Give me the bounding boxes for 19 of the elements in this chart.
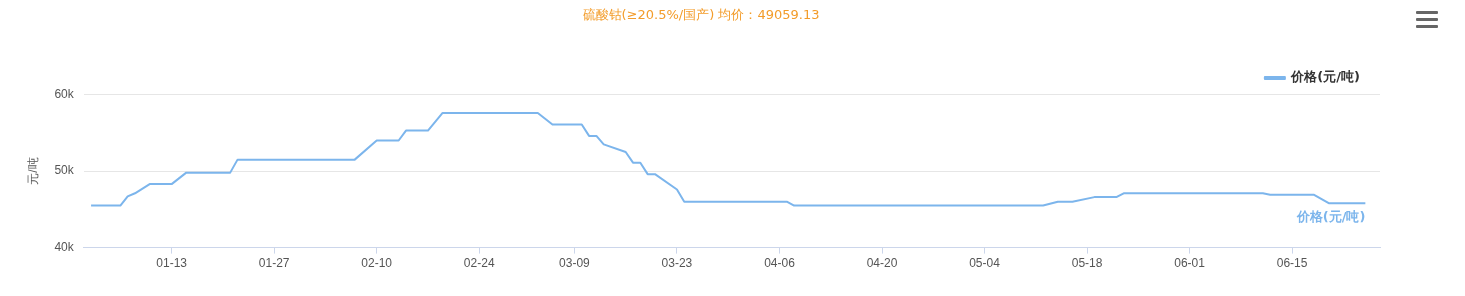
x-tick-label: 05-04 <box>969 256 1001 271</box>
x-tick-label: 06-01 <box>1174 256 1206 271</box>
legend-label: 价格(元/吨) <box>1290 69 1361 85</box>
x-tick-label: 06-15 <box>1276 256 1308 271</box>
x-tick-label: 05-18 <box>1071 256 1103 271</box>
y-axis-title: 元/吨 <box>25 157 40 185</box>
chart-title: 硫酸钴(≥20.5%/国产) 均价：49059.13 <box>582 7 820 23</box>
y-tick-label: 50k <box>54 163 75 178</box>
text: 价格(元/吨) <box>1296 209 1366 225</box>
x-tick-label: 03-23 <box>661 256 693 271</box>
x-tick-label: 03-09 <box>559 256 591 271</box>
y-tick-label: 60k <box>54 86 75 101</box>
x-tick-label: 01-27 <box>258 256 290 271</box>
y-tick-label: 40k <box>54 239 75 254</box>
x-tick-label: 04-20 <box>866 256 898 271</box>
x-tick-label: 02-24 <box>463 256 495 271</box>
x-tick-label: 02-10 <box>361 256 393 271</box>
x-tick-label: 04-06 <box>764 256 796 271</box>
x-tick-label: 01-13 <box>156 256 188 271</box>
